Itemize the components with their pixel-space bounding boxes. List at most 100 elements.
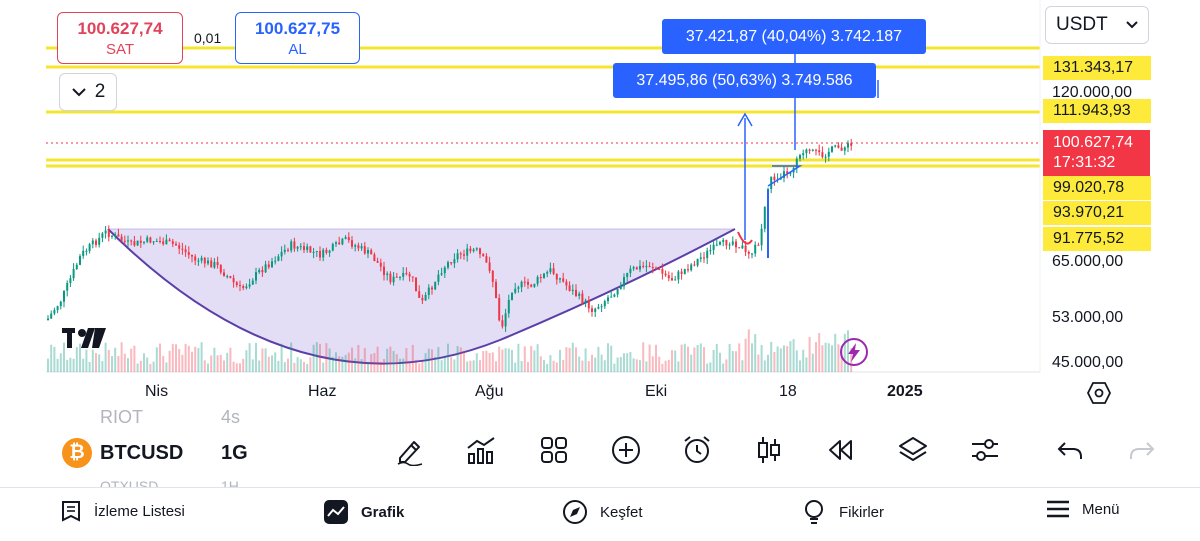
volume-bar [543, 360, 545, 372]
candle-body [466, 248, 469, 256]
candle-body [395, 276, 398, 278]
candles-icon[interactable] [751, 432, 787, 468]
alarm-icon[interactable] [679, 432, 715, 468]
candle-body [840, 147, 843, 151]
volume-bar [95, 353, 97, 372]
volume-bar [603, 360, 606, 372]
candle-body [632, 267, 635, 269]
volume-bar [431, 349, 433, 372]
redo-icon[interactable] [1124, 432, 1160, 468]
volume-bar [271, 355, 273, 372]
symbol-selector[interactable]: ₿ BTCUSD [62, 438, 183, 468]
candle-body [440, 273, 443, 275]
add-icon[interactable] [608, 432, 644, 468]
candle-body [789, 172, 792, 174]
candle-body [619, 286, 622, 290]
candle-body [341, 238, 344, 245]
buy-button[interactable]: 100.627,75 AL [235, 12, 360, 64]
volume-bar [575, 347, 577, 372]
candle-body [709, 250, 712, 252]
volume-bar [536, 344, 539, 372]
candle-body [479, 248, 481, 255]
volume-bar [517, 343, 520, 372]
axis-settings-icon[interactable] [1086, 380, 1112, 406]
sell-button[interactable]: 100.627,74 SAT [57, 12, 183, 64]
volume-bar [98, 354, 101, 372]
layers-icon[interactable] [895, 432, 931, 468]
volume-bar [360, 359, 363, 372]
volume-bar [155, 347, 158, 372]
measure-label-lower[interactable]: 37.495,86 (50,63%) 3.749.586 [613, 63, 876, 98]
volume-bar [392, 351, 395, 372]
volume-bar [363, 347, 366, 372]
candle-body [763, 207, 766, 229]
nav-chart[interactable]: Grafik [323, 499, 404, 525]
candle-body [133, 241, 136, 246]
nav-watchlist[interactable]: İzleme Listesi [60, 499, 185, 523]
price-chart[interactable] [0, 0, 1200, 410]
price-axis-label: 53.000,00 [1052, 309, 1124, 326]
volume-bar [664, 360, 667, 372]
candle-body [693, 264, 696, 266]
candle-body [306, 246, 309, 251]
nav-ideas[interactable]: Fikirler [801, 499, 884, 525]
volume-bar [719, 352, 721, 372]
time-axis-label: Haz [308, 383, 337, 400]
candle-body [562, 278, 565, 282]
measure-label-upper[interactable]: 37.421,87 (40,04%) 3.742.187 [662, 19, 926, 54]
candle-body [559, 278, 561, 280]
replay-icon[interactable] [823, 432, 859, 468]
indicators-icon[interactable] [463, 432, 499, 468]
candle-body [715, 244, 718, 246]
candle-body [303, 246, 305, 251]
volume-bar [824, 342, 827, 372]
volume-bar [178, 349, 181, 372]
candle-body [834, 145, 837, 147]
volume-bar [482, 351, 485, 372]
flash-icon[interactable] [838, 336, 870, 368]
candle-body [59, 301, 62, 307]
volume-bar [389, 346, 392, 372]
candle-body [578, 293, 581, 296]
volume-bar [261, 348, 264, 372]
candle-body [389, 273, 392, 283]
candle-body [415, 277, 417, 292]
undo-icon[interactable] [1052, 432, 1088, 468]
volume-bar [559, 349, 561, 372]
currency-select[interactable]: USDT [1045, 6, 1149, 44]
candle-body [507, 299, 510, 314]
grid-icon[interactable] [536, 432, 572, 468]
candle-body [56, 306, 59, 311]
candle-body [437, 274, 440, 282]
candle-body [315, 250, 318, 252]
candle-body [293, 241, 296, 249]
volume-bar [677, 361, 680, 372]
candle-body [805, 149, 808, 154]
triangle-pattern [767, 165, 803, 187]
candle-body [818, 150, 821, 153]
candle-body [181, 248, 184, 250]
volume-bar [712, 350, 715, 372]
candle-body [386, 273, 389, 275]
pencil-icon[interactable] [392, 432, 428, 468]
volume-bar [303, 361, 305, 372]
candle-body [674, 279, 677, 281]
symbol-name: BTCUSD [100, 441, 184, 464]
candle-body [523, 281, 526, 283]
volume-bar [277, 360, 280, 372]
interval-selector[interactable]: 1G [221, 442, 248, 464]
volume-bar [101, 361, 104, 372]
nav-explore[interactable]: Keşfet [562, 499, 643, 525]
candle-body [229, 276, 232, 279]
nav-menu[interactable]: Menü [1046, 499, 1120, 519]
volume-bar [143, 353, 145, 372]
settings-icon[interactable] [967, 432, 1003, 468]
volume-bar [123, 353, 126, 372]
indicator-toggle-button[interactable]: 2 [59, 73, 117, 111]
volume-bar [274, 352, 277, 372]
candle-body [600, 306, 603, 308]
candle-body [667, 275, 670, 279]
volume-bar [117, 356, 120, 372]
indicator-count: 2 [94, 81, 106, 102]
candle-body [431, 287, 433, 290]
